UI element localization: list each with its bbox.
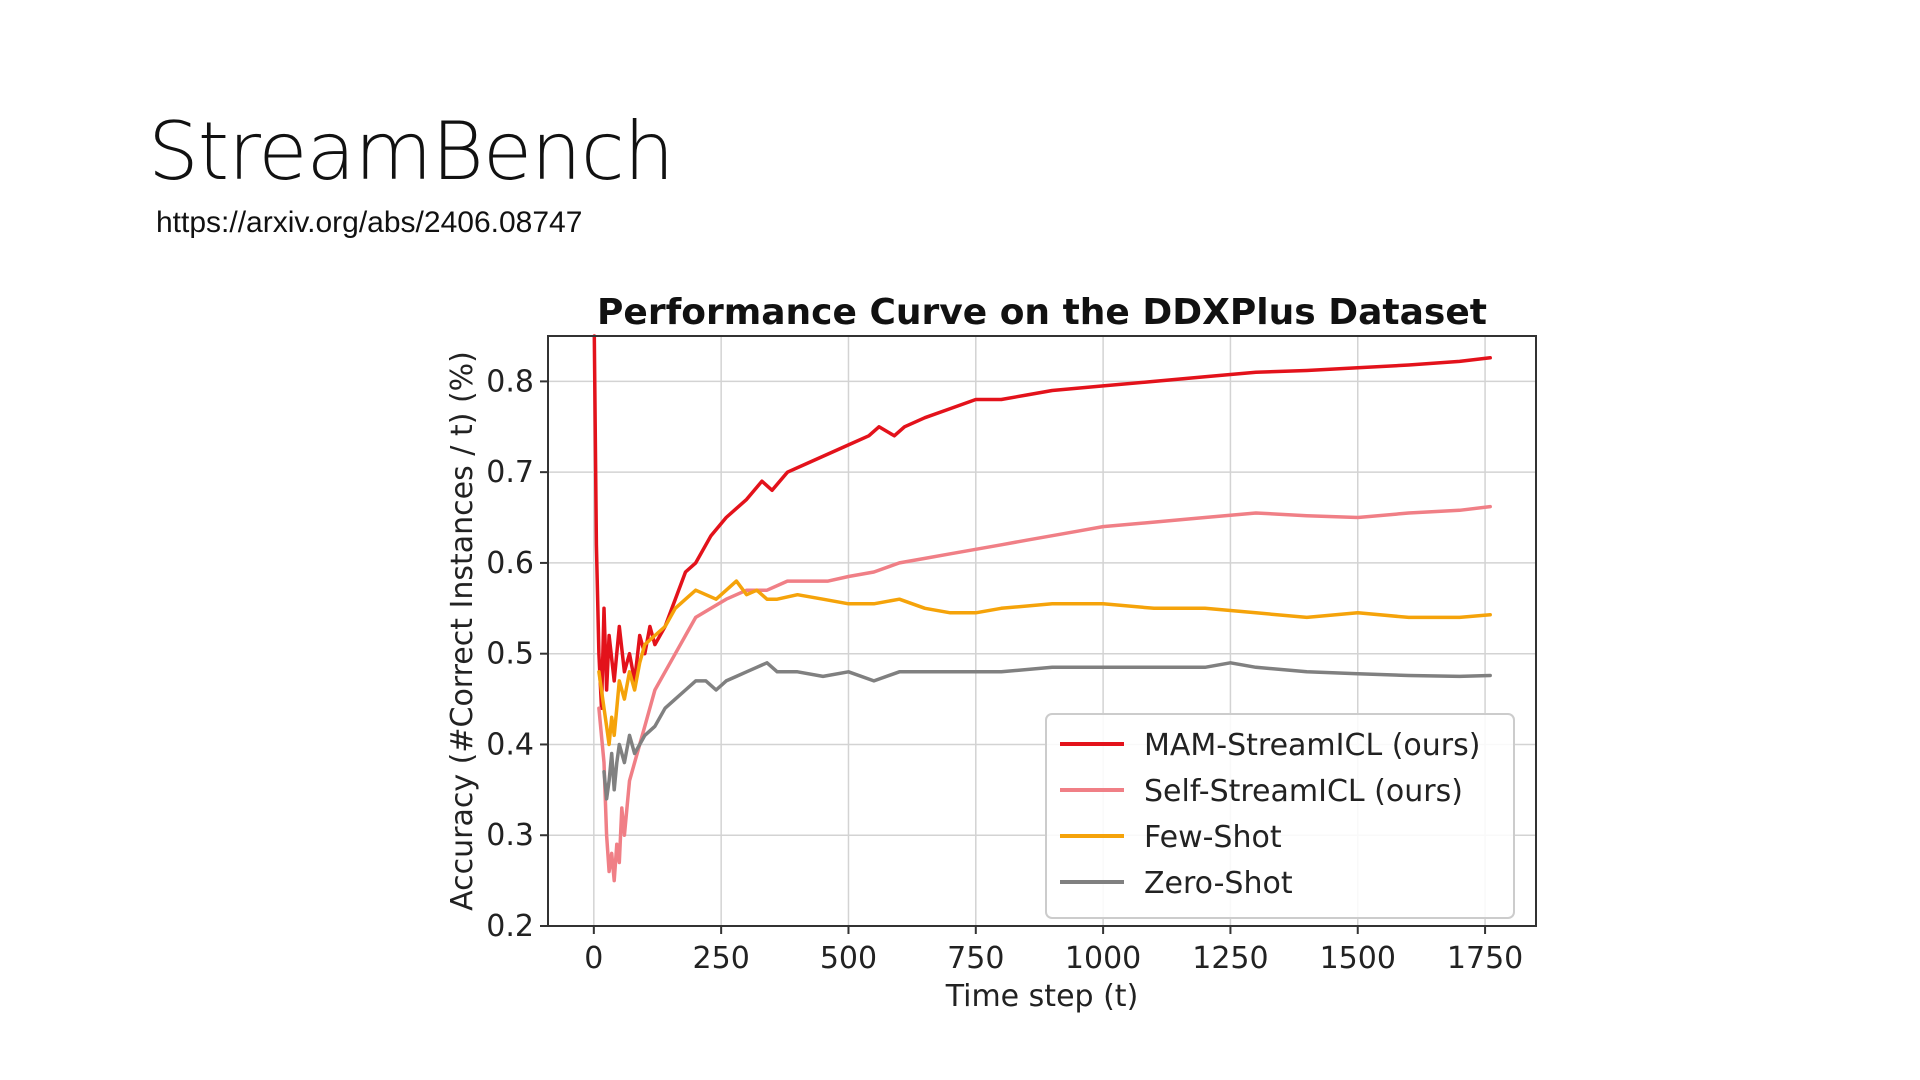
x-tick-label: 750 (947, 941, 1004, 976)
series-line-1 (597, 504, 1492, 883)
x-axis-label: Time step (t) (945, 979, 1139, 1014)
series-lines (592, 334, 1492, 883)
chart-legend: MAM-StreamICL (ours) Self-StreamICL (ours… (1045, 713, 1515, 919)
x-tick-label: 500 (820, 941, 877, 976)
y-axis-label: Accuracy (#Correct Instances / t) (%) (445, 351, 480, 911)
x-tick-label: 1250 (1192, 941, 1268, 976)
legend-label-1: Self-StreamICL (ours) (1144, 774, 1463, 809)
x-tick-label: 1500 (1320, 941, 1396, 976)
chart-title: Performance Curve on the DDXPlus Dataset (597, 292, 1487, 333)
legend-label-2: Few-Shot (1144, 820, 1282, 855)
plot-frame (547, 335, 1537, 927)
legend-box (1045, 713, 1515, 919)
series-line-0 (592, 334, 1492, 710)
y-tick-label: 0.5 (486, 637, 534, 672)
x-tick-label: 1750 (1447, 941, 1523, 976)
legend-label-0: MAM-StreamICL (ours) (1144, 728, 1480, 763)
legend-label-3: Zero-Shot (1144, 866, 1293, 901)
paper-link[interactable]: https://arxiv.org/abs/2406.08747 (156, 206, 583, 239)
y-tick-label: 0.7 (486, 455, 534, 490)
series-line-3 (602, 661, 1492, 801)
x-tick-label: 250 (693, 941, 750, 976)
axis-ticks: 0 250 500 750 1000 1250 1500 1750 0.2 0.3 0.4 0.5 0.… (486, 364, 1523, 976)
y-tick-label: 0.2 (486, 909, 534, 944)
y-tick-label: 0.6 (486, 546, 534, 581)
x-tick-label: 1000 (1065, 941, 1141, 976)
y-tick-label: 0.4 (486, 727, 534, 762)
series-line-2 (597, 579, 1492, 747)
y-tick-label: 0.3 (486, 818, 534, 853)
x-tick-label: 0 (584, 941, 603, 976)
slide-title: StreamBench (148, 105, 674, 198)
y-tick-label: 0.8 (486, 364, 534, 399)
